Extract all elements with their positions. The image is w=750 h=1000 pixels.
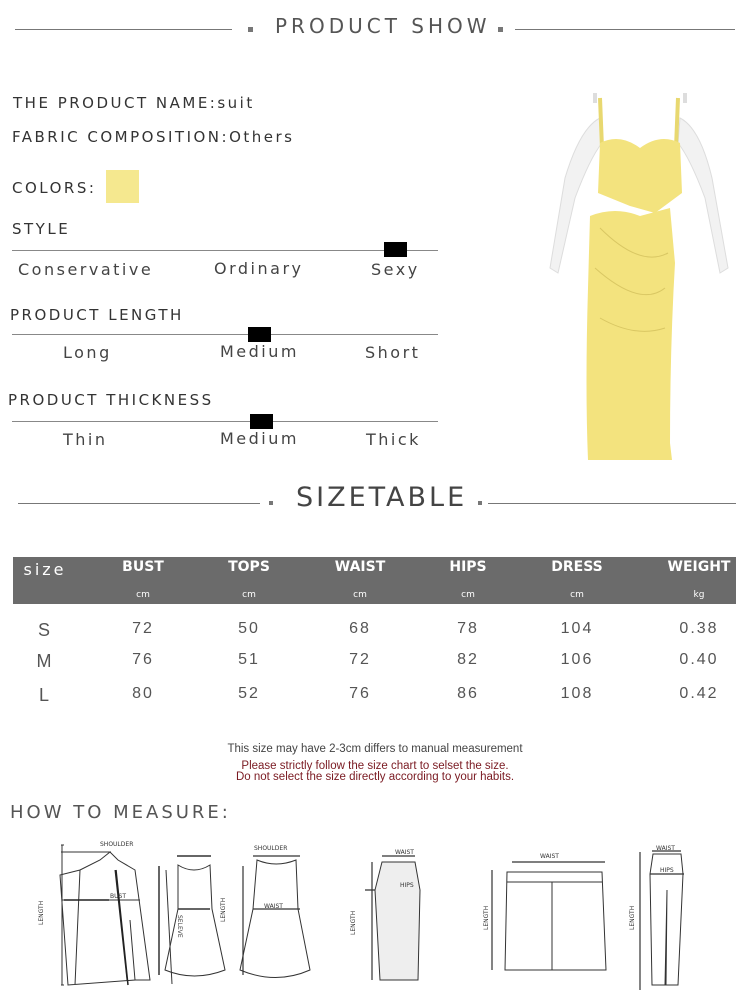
divider	[515, 29, 735, 30]
column-unit: cm	[570, 590, 584, 600]
section-title-sizetable: SIZETABLE	[296, 482, 468, 513]
length-option-long: Long	[63, 343, 112, 362]
label-sleeve: SELEVE	[176, 915, 183, 938]
divider	[15, 29, 232, 30]
jacket-diagram: SHOULDER BUST LENGTH SELEVE	[38, 841, 183, 986]
column-header-hips: HIPS	[449, 559, 487, 575]
table-cell: 104	[560, 620, 594, 637]
column-unit: cm	[461, 590, 475, 600]
style-option-conservative: Conservative	[18, 260, 154, 279]
thickness-scale-marker	[250, 414, 273, 429]
skirt-diagram: WAIST HIPS LENGTH	[350, 849, 421, 981]
label-waist: WAIST	[656, 845, 675, 852]
table-cell: 72	[132, 620, 154, 637]
column-header-dress: DRESS	[551, 559, 603, 575]
style-title: STYLE	[12, 220, 71, 238]
thickness-scale-track	[12, 421, 438, 422]
size-label: M	[36, 651, 54, 671]
note-follow-chart: Please strictly follow the size chart to…	[241, 760, 509, 772]
denim-skirt-diagram: WAIST LENGTH	[483, 853, 607, 971]
table-cell: 0.38	[679, 620, 719, 637]
length-scale-track	[12, 334, 438, 335]
fabric-label: FABRIC COMPOSITION:	[12, 128, 230, 146]
column-header-bust: BUST	[122, 559, 164, 575]
size-label: S	[37, 620, 53, 640]
label-waist: WAIST	[540, 853, 559, 860]
column-header-waist: WAIST	[334, 559, 386, 575]
divider-dot	[248, 27, 253, 32]
style-scale-marker	[384, 242, 407, 257]
table-cell: 0.40	[679, 651, 719, 668]
section-title-product-show: PRODUCT SHOW	[275, 14, 491, 38]
table-cell: 82	[457, 651, 479, 668]
divider-dot	[498, 27, 503, 32]
thickness-option-thin: Thin	[63, 430, 108, 449]
product-name-value: suit	[217, 94, 255, 112]
label-shoulder: SHOULDER	[254, 845, 287, 852]
table-cell: 108	[560, 685, 594, 702]
table-cell: 51	[238, 651, 260, 668]
table-cell: 72	[349, 651, 371, 668]
label-length: LENGTH	[38, 901, 45, 925]
pants-diagram: WAIST HIPS LENGTH	[629, 845, 684, 990]
dress-lines	[239, 855, 311, 978]
divider-dot	[478, 501, 482, 505]
divider-dot	[269, 501, 273, 505]
product-name: THE PRODUCT NAME:suit	[13, 94, 255, 112]
measurement-diagrams: SHOULDER BUST LENGTH SELEVE SHOULDER WAI…	[38, 841, 684, 990]
note-do-not-select: Do not select the size directly accordin…	[235, 771, 515, 783]
label-shoulder: SHOULDER	[100, 841, 133, 848]
thickness-option-thick: Thick	[366, 430, 421, 449]
length-option-short: Short	[365, 343, 421, 362]
column-unit: cm	[242, 590, 256, 600]
column-header-weight: WEIGHT	[667, 559, 731, 575]
table-cell: 106	[560, 651, 594, 668]
fabric-composition: FABRIC COMPOSITION:Others	[12, 128, 294, 146]
table-cell: 78	[457, 620, 479, 637]
label-hips: HIPS	[660, 867, 674, 874]
style-scale-track	[12, 250, 438, 251]
colors-label: COLORS:	[12, 179, 97, 197]
table-cell: 86	[457, 685, 479, 702]
length-option-medium: Medium	[220, 342, 299, 361]
style-option-ordinary: Ordinary	[214, 259, 304, 278]
color-swatch-yellow[interactable]	[106, 170, 139, 203]
divider	[18, 503, 260, 504]
fabric-value: Others	[229, 128, 295, 146]
column-header-size: size	[23, 560, 67, 579]
label-waist: WAIST	[264, 903, 283, 910]
size-table-header	[13, 557, 736, 604]
label-length: LENGTH	[629, 906, 636, 930]
table-cell: 80	[132, 685, 154, 702]
table-cell: 68	[349, 620, 371, 637]
label-bust: BUST	[110, 893, 126, 900]
label-hips: HIPS	[400, 882, 414, 889]
length-scale-marker	[248, 327, 271, 342]
table-cell: 52	[238, 685, 260, 702]
label-length: LENGTH	[350, 911, 357, 935]
table-cell: 76	[132, 651, 154, 668]
label-length: LENGTH	[483, 906, 490, 930]
column-unit: cm	[136, 590, 150, 600]
size-label: L	[38, 685, 52, 705]
column-unit: kg	[693, 590, 705, 600]
dress-diagram: SHOULDER WAIST LENGTH	[158, 845, 287, 977]
style-option-sexy: Sexy	[371, 260, 420, 279]
table-cell: 76	[349, 685, 371, 702]
label-length: LENGTH	[220, 898, 227, 922]
thickness-option-medium: Medium	[220, 429, 299, 448]
thickness-title: PRODUCT THICKNESS	[8, 391, 214, 409]
table-cell: 50	[238, 620, 260, 637]
column-unit: cm	[353, 590, 367, 600]
column-header-tops: TOPS	[228, 559, 270, 575]
divider	[488, 503, 736, 504]
label-waist: WAIST	[395, 849, 414, 856]
product-name-label: THE PRODUCT NAME:	[13, 94, 218, 112]
note-measurement: This size may have 2-3cm differs to manu…	[227, 743, 523, 755]
length-title: PRODUCT LENGTH	[10, 306, 184, 324]
section-title-how-to-measure: HOW TO MEASURE:	[10, 802, 231, 823]
product-photo-dress	[549, 93, 729, 460]
table-cell: 0.42	[679, 685, 719, 702]
